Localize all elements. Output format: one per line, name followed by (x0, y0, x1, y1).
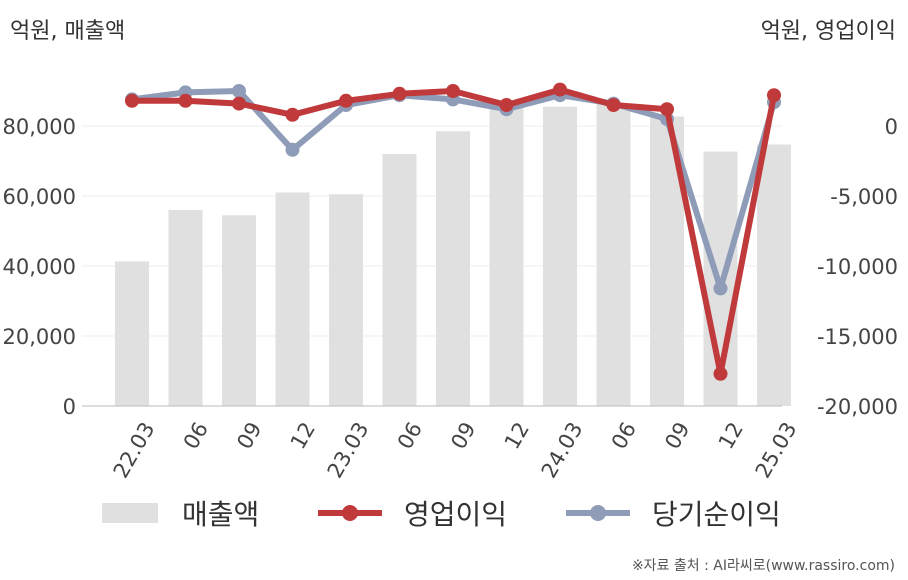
bar (757, 144, 791, 407)
line-series (125, 82, 781, 381)
data-point (713, 281, 728, 296)
line-series-operating-profit (125, 82, 781, 381)
bar (596, 103, 631, 406)
right-tick-label: -10,000 (817, 255, 898, 279)
legend-item: 당기순이익 (566, 498, 781, 531)
legend-swatch (102, 503, 158, 523)
legend-label: 당기순이익 (652, 498, 781, 531)
data-point (232, 96, 246, 111)
left-axis-unit: 억원, 매출액 (10, 19, 125, 44)
data-point (232, 84, 246, 98)
source-note: ※자료 출처 : AI라씨로(www.rassiro.com) (632, 558, 895, 574)
bar (275, 192, 310, 406)
bar (115, 261, 149, 406)
x-tick-label: 12 (286, 418, 320, 453)
left-tick-label: 0 (63, 395, 76, 419)
left-tick-label: 60,000 (3, 185, 76, 209)
legend: 매출액 영업이익 당기순이익 (102, 498, 781, 531)
bar (329, 194, 363, 406)
data-point (178, 93, 193, 108)
right-axis-unit: 억원, 영업이익 (761, 19, 896, 44)
data-point (499, 98, 514, 112)
x-tick-label: 09 (232, 418, 266, 453)
legend-item: 매출액 (102, 498, 259, 531)
x-tick-label: 09 (446, 418, 480, 453)
bar (436, 131, 470, 406)
x-tick-label: 24.03 (537, 418, 588, 482)
x-tick-label: 06 (179, 418, 213, 453)
bar (543, 106, 577, 406)
bar (489, 105, 524, 406)
legend-marker (342, 505, 358, 521)
x-tick-label: 06 (607, 418, 641, 453)
left-tick-label: 20,000 (3, 325, 76, 349)
data-point (553, 82, 567, 97)
data-point (125, 93, 139, 108)
legend-label: 매출액 (182, 498, 259, 531)
left-axis-ticks: 0 20,000 40,000 60,000 80,000 (3, 115, 76, 419)
left-tick-label: 40,000 (3, 255, 76, 279)
data-point (285, 142, 300, 157)
x-tick-label: 12 (714, 418, 748, 453)
legend-marker (590, 505, 606, 521)
bar (382, 154, 417, 406)
data-point (339, 93, 353, 108)
x-tick-label: 09 (660, 418, 694, 453)
bar-series-revenue (115, 103, 791, 407)
data-point (446, 84, 460, 98)
right-tick-label: 0 (885, 115, 898, 139)
x-tick-label: 22.03 (109, 418, 160, 482)
bar (168, 210, 203, 406)
data-point (660, 102, 674, 117)
bar (222, 215, 256, 406)
data-point (713, 366, 728, 381)
legend-label: 영업이익 (404, 498, 507, 531)
left-tick-label: 80,000 (3, 115, 76, 139)
x-tick-label: 12 (500, 418, 534, 453)
x-tick-label: 06 (393, 418, 427, 453)
data-point (392, 86, 407, 101)
x-tick-label: 25.03 (751, 418, 802, 482)
right-tick-label: -5,000 (830, 185, 898, 209)
legend-item: 영업이익 (318, 498, 507, 531)
data-point (767, 88, 781, 103)
right-tick-label: -15,000 (817, 325, 898, 349)
right-axis-ticks: 0 -5,000 -10,000 -15,000 -20,000 (817, 115, 898, 419)
x-tick-label: 23.03 (323, 418, 374, 482)
data-point (606, 98, 621, 112)
x-axis-ticks: 22.03 06 09 12 23.03 06 09 12 24.03 06 09 12 25.03 (109, 418, 802, 482)
right-tick-label: -20,000 (817, 395, 898, 419)
data-point (285, 107, 300, 122)
